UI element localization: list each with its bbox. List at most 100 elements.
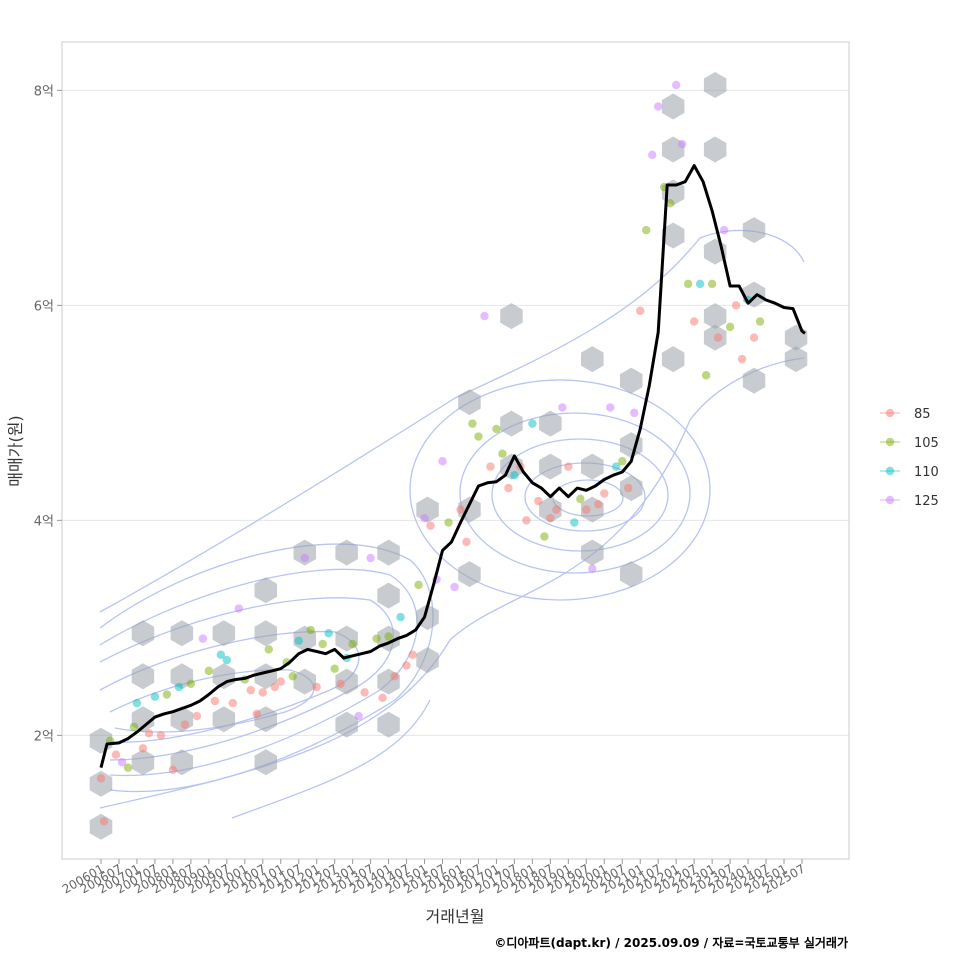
scatter-point — [264, 645, 273, 654]
legend-entry-label: 125 — [914, 494, 939, 509]
hexbin-cell — [416, 604, 439, 631]
scatter-point — [234, 604, 244, 613]
scatter-point — [737, 354, 747, 364]
scatter-point — [444, 518, 453, 527]
scatter-point — [144, 729, 154, 738]
scatter-point — [99, 817, 109, 826]
scatter-point — [162, 690, 172, 699]
scatter-point — [210, 696, 220, 706]
scatter-point — [378, 693, 387, 702]
hexbin-cell — [500, 410, 523, 437]
scatter-point — [534, 496, 543, 506]
hexbin-cell — [703, 136, 727, 163]
scatter-point — [318, 639, 327, 649]
source-caption: ©디아파트(dapt.kr) / 2025.09.09 / 자료=국토교통부 실… — [494, 935, 848, 950]
scatter-point — [192, 711, 202, 721]
x-axis-title: 거래년월 — [426, 907, 485, 926]
density-contour — [491, 438, 669, 552]
scatter-point — [480, 311, 489, 321]
scatter-point — [665, 199, 675, 208]
scatter-point — [228, 698, 238, 708]
scatter-point — [420, 514, 429, 523]
legend-key-point — [885, 437, 895, 447]
scatter-point — [510, 471, 519, 480]
scatter-point — [546, 514, 555, 523]
hexbin-cell — [581, 539, 604, 566]
scatter-point — [636, 306, 645, 315]
scatter-point — [564, 462, 573, 471]
scatter-point — [701, 371, 711, 380]
price-series-line — [99, 164, 806, 768]
scatter-point — [402, 661, 411, 670]
scatter-point — [294, 636, 303, 645]
scatter-point — [276, 677, 285, 686]
scatter-point — [695, 279, 705, 289]
hexbin-cell — [335, 539, 358, 566]
scatter-point — [642, 225, 651, 235]
y-axis-title: 매매가(원) — [6, 415, 25, 486]
scatter-point — [246, 686, 255, 695]
scatter-point — [138, 744, 148, 753]
hexbin-cell — [539, 410, 562, 437]
hexbin-cell — [703, 72, 727, 98]
scatter-point — [180, 720, 190, 729]
scatter-point — [713, 333, 723, 342]
hexbin-cell — [661, 346, 685, 373]
scatter-point — [348, 639, 357, 649]
scatter-point — [129, 722, 139, 731]
scatter-point — [456, 505, 465, 514]
scatter-point — [725, 322, 735, 332]
scatter-point — [222, 655, 232, 665]
density-contour — [109, 669, 315, 733]
scatter-point — [414, 580, 423, 590]
scatter-point — [462, 537, 471, 547]
density-contour — [99, 357, 805, 809]
hexbin-cell — [212, 663, 236, 690]
scatter-point — [671, 80, 681, 90]
hexbin-cell — [131, 663, 155, 690]
scatter-point — [755, 317, 765, 326]
legend-entry-label: 105 — [914, 436, 939, 451]
hexbin-cell — [212, 706, 236, 733]
scatter-point — [168, 765, 178, 774]
scatter-point — [552, 505, 561, 514]
legend-entry-label: 110 — [914, 465, 939, 480]
scatter-point — [96, 774, 106, 783]
hexbin-cell — [784, 346, 808, 373]
hexbin-cell — [500, 303, 523, 330]
hexbin-cell — [661, 222, 685, 249]
scatter-point — [749, 333, 759, 342]
scatter-point — [683, 279, 693, 289]
hexbin-cell — [89, 770, 113, 797]
hexbin-cell — [620, 367, 643, 394]
scatter-point — [111, 750, 121, 759]
scatter-point — [312, 682, 321, 692]
scatter-point — [123, 763, 133, 772]
scatter-point — [216, 650, 226, 659]
hexbin-cell — [416, 647, 439, 674]
density-contours — [99, 229, 805, 819]
hexbin-cell — [293, 539, 316, 566]
y-tick-label: 6억 — [34, 299, 54, 314]
scatter-point — [677, 139, 687, 149]
median-line-layer — [99, 164, 806, 768]
scatter-point — [186, 679, 196, 688]
scatter-point — [594, 500, 603, 509]
hexbin-cell — [620, 561, 643, 588]
scatter-point — [486, 462, 495, 471]
scatter-point — [174, 682, 184, 692]
scatter-point — [156, 731, 166, 740]
hexbin-cell — [131, 749, 155, 776]
scatter-point — [198, 634, 208, 643]
scatter-point — [288, 672, 297, 681]
scatter-point — [522, 516, 531, 525]
hexbin-cell — [377, 711, 400, 738]
scatter-point — [438, 457, 447, 466]
scatter-point — [624, 483, 633, 493]
hexbin-cell — [539, 453, 562, 480]
y-tick-label: 8억 — [34, 84, 54, 99]
scatter-point — [558, 403, 567, 412]
scatter-point — [504, 483, 513, 493]
